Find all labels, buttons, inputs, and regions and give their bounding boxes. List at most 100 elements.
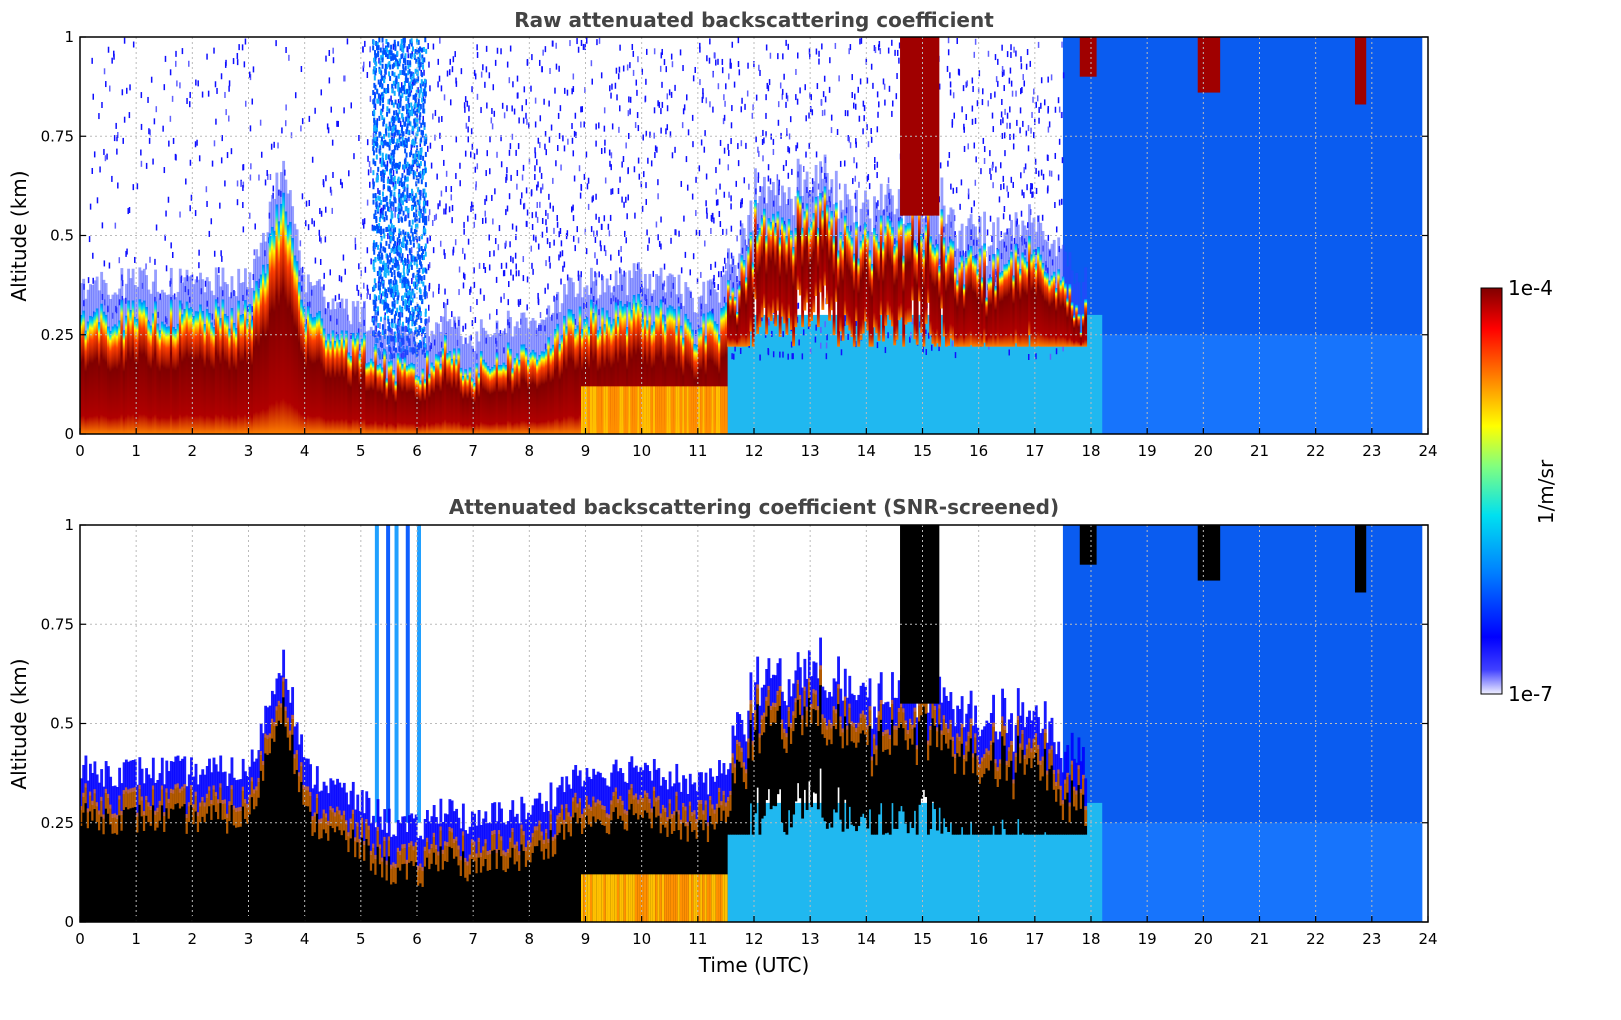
aerosol-layer-slice	[120, 814, 124, 922]
noise-speck	[300, 66, 303, 73]
layer-halo	[962, 252, 966, 285]
noise-speck	[418, 189, 421, 195]
noise-speck	[829, 57, 831, 64]
noise-speck	[386, 226, 389, 232]
noise-speck	[398, 255, 401, 261]
layer-halo	[313, 285, 317, 317]
noise-speck	[444, 252, 446, 259]
noise-speck	[464, 323, 467, 330]
layer-halo	[235, 296, 238, 328]
noise-speck	[521, 105, 523, 112]
noise-speck	[559, 251, 562, 258]
noise-speck	[336, 120, 338, 127]
noise-speck	[384, 299, 387, 305]
noise-speck	[385, 38, 388, 44]
noise-speck	[788, 133, 791, 140]
noise-speck	[1002, 175, 1005, 182]
layer-halo	[1079, 300, 1083, 333]
layer-halo	[354, 306, 357, 339]
aerosol-layer-slice	[248, 304, 252, 434]
noise-speck	[387, 186, 390, 192]
aerosol-layer-slice	[938, 265, 942, 347]
noise-speck	[422, 108, 425, 114]
noise-speck	[638, 173, 641, 180]
aerosol-layer-slice	[843, 215, 847, 315]
aerosol-layer-slice	[870, 263, 874, 347]
aerosol-layer-slice	[675, 326, 679, 434]
near-ground-band	[1062, 334, 1423, 434]
noise-speck	[611, 188, 614, 195]
layer-halo	[711, 281, 715, 314]
noise-speck	[692, 253, 695, 260]
ground-aerosol	[643, 386, 647, 434]
aerosol-layer-slice	[567, 309, 571, 434]
aerosol-layer-slice	[686, 318, 690, 434]
layer-halo	[214, 267, 218, 300]
layer-halo	[217, 771, 220, 804]
noise-speck	[1010, 176, 1013, 183]
aerosol-layer-slice	[852, 254, 856, 347]
noise-speck	[544, 46, 547, 53]
noise-speck	[399, 311, 401, 318]
noise-speck	[954, 231, 956, 238]
noise-speck	[428, 61, 430, 68]
noise-speck	[117, 182, 119, 189]
x-tick-label: 22	[1306, 442, 1325, 460]
noise-speck	[992, 126, 995, 133]
elevated-aerosol-layer	[1079, 37, 1097, 77]
noise-speck	[609, 214, 612, 221]
noise-speck	[694, 66, 696, 73]
layer-halo	[974, 226, 978, 259]
noise-speck	[380, 161, 383, 167]
noise-speck	[1037, 41, 1040, 48]
noise-speck	[383, 169, 386, 175]
noise-speck	[415, 208, 418, 214]
aerosol-layer-slice	[473, 382, 477, 434]
noise-speck	[1015, 50, 1017, 57]
layer-halo	[457, 316, 461, 349]
layer-halo	[780, 185, 784, 218]
noise-speck	[408, 163, 411, 169]
noise-speck	[399, 120, 402, 127]
noise-speck	[986, 229, 989, 236]
noise-speck	[427, 215, 430, 222]
layer-halo	[91, 284, 95, 317]
noise-speck	[398, 130, 401, 136]
aerosol-layer-slice	[783, 224, 787, 324]
noise-speck	[383, 305, 386, 311]
noise-speck	[478, 262, 481, 269]
x-tick-label: 2	[188, 442, 198, 460]
screened-column	[394, 525, 399, 823]
noise-speck	[500, 262, 503, 269]
layer-halo	[758, 196, 762, 228]
layer-halo	[329, 309, 333, 342]
noise-speck	[689, 269, 691, 276]
noise-speck	[418, 126, 421, 132]
aerosol-layer-slice	[88, 795, 92, 922]
noise-speck	[403, 80, 406, 86]
layer-edge	[142, 811, 146, 831]
noise-speck	[404, 157, 407, 163]
noise-speck	[838, 183, 841, 190]
noise-speck	[1003, 132, 1006, 139]
noise-speck	[393, 243, 396, 249]
noise-speck	[391, 318, 394, 324]
noise-speck	[395, 165, 398, 171]
x-tick-label: 18	[1081, 442, 1100, 460]
noise-speck	[393, 163, 396, 169]
aerosol-layer-slice	[358, 353, 362, 434]
noise-speck	[626, 64, 629, 71]
noise-speck	[787, 353, 789, 360]
noise-speck	[422, 95, 425, 102]
noise-speck	[319, 258, 322, 265]
noise-speck	[820, 98, 823, 105]
noise-speck	[628, 96, 630, 103]
layer-halo	[513, 326, 517, 359]
noise-speck	[418, 172, 421, 178]
noise-speck	[412, 174, 415, 180]
noise-speck	[811, 109, 814, 116]
noise-speck	[249, 174, 252, 181]
aerosol-layer-slice	[95, 806, 99, 922]
noise-speck	[464, 150, 467, 157]
noise-speck	[213, 47, 215, 54]
